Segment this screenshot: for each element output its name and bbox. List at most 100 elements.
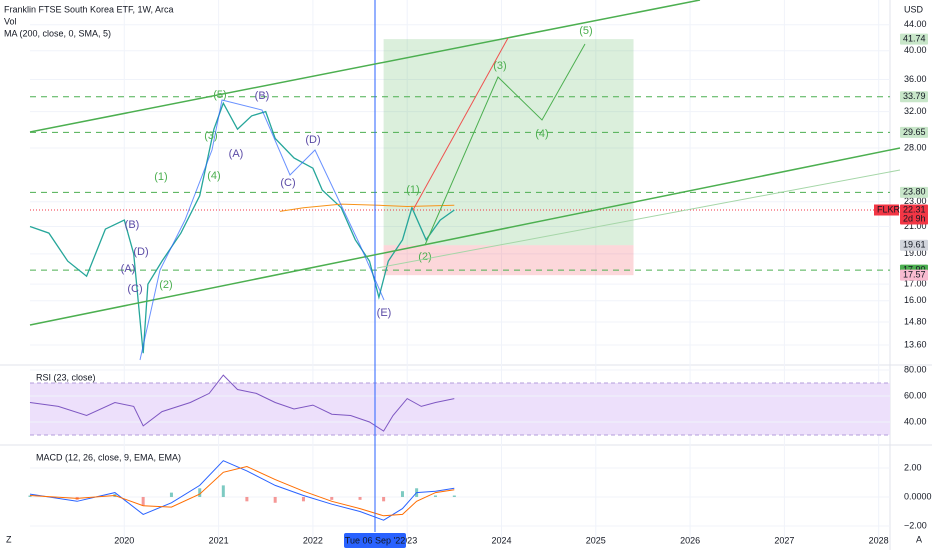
trend-line	[29, 0, 701, 133]
corner-label: A	[916, 534, 922, 544]
x-tick-label: 2023	[397, 535, 417, 545]
macd-histogram-bar	[198, 488, 202, 497]
price-label-box	[900, 126, 928, 138]
macd-histogram-bar	[141, 496, 145, 506]
macd-histogram-bar	[330, 496, 334, 500]
series-line	[29, 101, 455, 354]
price-label: 29.65	[903, 127, 926, 137]
corner-label: Z	[6, 534, 12, 544]
series-line	[29, 460, 455, 521]
price-label: 19.61	[903, 240, 926, 250]
crosshair-label-box	[344, 533, 406, 548]
y-tick-label: 32.00	[904, 106, 927, 116]
x-tick-label: 2027	[774, 535, 794, 545]
wave-label: (A)	[121, 263, 136, 275]
wave-label: (1)	[406, 184, 419, 196]
target-zone	[383, 39, 634, 246]
y-tick-label: 19.00	[904, 248, 927, 258]
x-tick-label: 2020	[114, 535, 134, 545]
wave-label: (D)	[133, 246, 148, 258]
macd-histogram-bar	[358, 496, 362, 500]
y-tick-label: 17.00	[904, 279, 927, 289]
trend-line	[376, 169, 901, 269]
pane-title: MACD (12, 26, close, 9, EMA, EMA)	[36, 452, 181, 462]
x-tick-label: 2022	[303, 535, 323, 545]
x-tick-label: 2024	[491, 535, 511, 545]
price-label-box	[900, 204, 928, 225]
wave-path	[139, 99, 385, 361]
wave-label: (2)	[159, 279, 172, 291]
price-label-box	[900, 91, 928, 103]
price-label-box	[900, 186, 928, 198]
rsi-band	[30, 382, 890, 435]
wave-label: (4)	[207, 170, 220, 182]
y-tick-label: 28.00	[904, 142, 927, 152]
projection	[412, 37, 509, 211]
price-label: 22.31	[903, 204, 926, 214]
y-tick-label: 13.60	[904, 339, 927, 349]
wave-label: (C)	[127, 283, 142, 295]
wave-label: (1)	[154, 171, 167, 183]
y-tick-label: 80.00	[904, 364, 927, 374]
symbol-box	[874, 204, 899, 216]
indicator: MA (200, close, 0, SMA, 5)	[4, 28, 111, 38]
price-label: 41.74	[903, 33, 926, 43]
wave-label: (C)	[280, 177, 295, 189]
wave-label: (E)	[377, 307, 392, 319]
price-label: 23.80	[903, 187, 926, 197]
series-line	[29, 374, 455, 432]
wave-label: (4)	[535, 128, 548, 140]
macd-histogram-bar	[221, 485, 225, 497]
macd-histogram-bar	[382, 496, 386, 502]
price-label-box	[900, 239, 928, 251]
series-line	[29, 465, 455, 517]
macd-histogram-bar	[301, 496, 305, 502]
price-label: 17.57	[903, 270, 926, 280]
x-tick-label: 2026	[680, 535, 700, 545]
price-label-box	[900, 33, 928, 45]
subtitle: Vol	[4, 16, 17, 26]
y-tick-label: 0.0000	[904, 491, 932, 501]
price-label-box	[900, 269, 928, 281]
y-tick-label: 40.00	[904, 45, 927, 55]
price-label: 17.90	[903, 264, 926, 274]
y-tick-label: 16.00	[904, 295, 927, 305]
macd-histogram-bar	[245, 496, 249, 502]
wave-label: (A)	[229, 148, 244, 160]
macd-histogram-bar	[452, 495, 456, 497]
pane-title: RSI (23, close)	[36, 372, 96, 382]
x-tick-label: 2021	[209, 535, 229, 545]
macd-histogram-bar	[400, 491, 404, 497]
y-tick-label: 21.00	[904, 221, 927, 231]
currency: USD	[904, 4, 924, 14]
wave-label: (2)	[418, 251, 431, 263]
y-tick-label: 60.00	[904, 390, 927, 400]
macd-histogram-bar	[28, 495, 32, 497]
trend-line	[29, 147, 901, 326]
y-tick-label: 23.00	[904, 196, 927, 206]
y-tick-label: 14.80	[904, 316, 927, 326]
countdown: 2d 9h	[903, 213, 926, 223]
wave-label: (B)	[255, 90, 270, 102]
price-label: 33.79	[903, 91, 926, 101]
wave-label: (D)	[305, 134, 320, 146]
macd-histogram-bar	[169, 492, 173, 497]
wave-label: (5)	[579, 25, 592, 37]
y-tick-label: 36.00	[904, 74, 927, 84]
wave-label: (B)	[125, 219, 140, 231]
y-tick-label: −2.00	[904, 520, 927, 530]
x-tick-label: 2028	[869, 535, 889, 545]
macd-histogram-bar	[273, 496, 277, 503]
projection	[424, 43, 586, 246]
macd-histogram-bar	[433, 495, 437, 497]
wave-label: (3)	[493, 60, 506, 72]
y-tick-label: 40.00	[904, 416, 927, 426]
symbol: FLKR	[877, 204, 901, 214]
y-tick-label: 2.00	[904, 462, 922, 472]
y-tick-label: 44.00	[904, 19, 927, 29]
chart-title: Franklin FTSE South Korea ETF, 1W, Arca	[4, 4, 174, 14]
crosshair-label: Tue 06 Sep '22	[345, 535, 405, 545]
